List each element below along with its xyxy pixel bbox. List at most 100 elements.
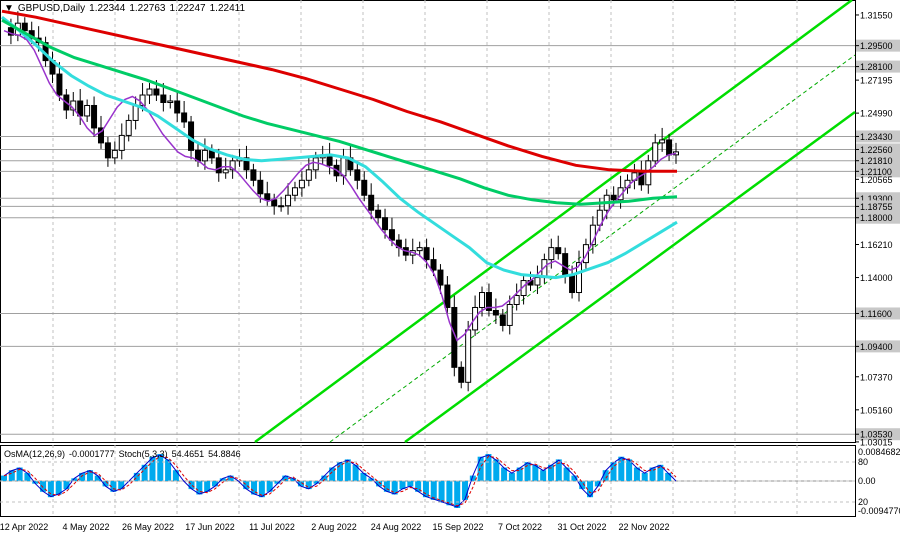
stoch-main-value: 54.4651 — [171, 449, 205, 459]
price-tick-label: 1.03530 — [860, 430, 893, 440]
candle-body — [285, 194, 292, 207]
candle-body — [562, 253, 569, 276]
osma-bar — [391, 481, 398, 495]
candle — [291, 181, 298, 202]
osma-bar — [587, 481, 594, 498]
candle-body — [56, 73, 63, 96]
osma-bar — [571, 475, 578, 481]
price-tick: 1.16210 — [855, 240, 893, 250]
candle — [181, 100, 188, 128]
candle-body — [659, 139, 666, 144]
price-tick: 1.03015 — [855, 437, 893, 447]
candle — [174, 92, 181, 122]
osma-bar — [641, 472, 648, 481]
candle-body — [465, 329, 472, 383]
price-tick-box — [856, 143, 900, 156]
candle-body — [423, 247, 430, 261]
candle — [451, 295, 458, 377]
price-tick: 1.21810 — [855, 154, 900, 167]
candle — [146, 83, 153, 104]
price-tick: 1.03530 — [855, 428, 900, 441]
low-value: 1.22247 — [169, 3, 206, 14]
osma-bar — [172, 470, 179, 481]
price-tick: 1.11600 — [855, 307, 900, 320]
osma-bar — [454, 481, 461, 508]
candle — [285, 183, 292, 215]
price-tick: 1.21100 — [855, 165, 900, 178]
ma-fast-line — [3, 30, 677, 342]
price-tick: 1.05160 — [855, 405, 893, 415]
date-tick-label: 12 Apr 2022 — [0, 522, 48, 532]
symbol-label: GBPUSD,Daily — [17, 3, 86, 14]
channel-upper-line — [254, 0, 853, 444]
candle — [56, 62, 63, 101]
candle — [222, 157, 229, 179]
osma-bar — [524, 462, 531, 481]
price-tick-label: 1.11600 — [860, 309, 892, 319]
candle-body — [506, 303, 513, 326]
candle-body — [7, 27, 14, 36]
osma-bar — [477, 456, 484, 481]
candle — [458, 361, 465, 389]
candle — [375, 204, 382, 224]
price-tick-label: 1.03015 — [860, 437, 893, 447]
candle — [430, 247, 437, 277]
candle — [298, 171, 305, 197]
candle — [250, 163, 257, 187]
candle — [118, 123, 125, 160]
price-tick-label: 1.31550 — [860, 10, 893, 20]
candle — [368, 183, 375, 220]
price-tick: 1.31550 — [855, 10, 893, 20]
candle-body — [617, 187, 624, 201]
candle-body — [298, 179, 305, 189]
osma-bar — [266, 481, 273, 492]
candle-body — [548, 247, 555, 261]
stoch-signal-line — [3, 455, 677, 507]
candle-body — [229, 160, 236, 171]
candle-body — [84, 104, 91, 117]
date-tick-label: 17 Jun 2022 — [185, 522, 235, 532]
candle-body — [458, 366, 465, 383]
price-tick: 1.14000 — [855, 273, 893, 283]
candle — [395, 234, 402, 257]
candle-body — [437, 269, 444, 286]
osma-bar — [305, 481, 312, 490]
price-tick-box — [856, 340, 900, 353]
osma-bar — [204, 481, 211, 492]
candle-body — [354, 169, 361, 181]
candle — [645, 154, 652, 194]
osma-bar — [196, 481, 203, 495]
osma-bar — [508, 472, 515, 481]
osma-bar — [493, 459, 500, 481]
candle — [555, 235, 562, 260]
candle-body — [160, 94, 167, 103]
osma-bar — [438, 481, 445, 503]
price-tick-label: 1.07370 — [860, 372, 893, 382]
date-tick-label: 11 Jul 2022 — [249, 522, 295, 532]
osma-bar — [321, 475, 328, 481]
osma-bar — [47, 481, 54, 498]
candle-body — [610, 194, 617, 201]
candle — [91, 96, 98, 137]
osma-bar — [532, 464, 539, 481]
candle — [132, 96, 139, 130]
osma-bar — [313, 481, 320, 484]
osma-bar — [102, 481, 109, 487]
price-tick-label: 1.05160 — [860, 405, 893, 415]
candle — [631, 163, 638, 190]
candle-body — [388, 229, 395, 241]
dropdown-triangle-icon[interactable]: ▼ — [4, 3, 14, 14]
candle-body — [382, 217, 389, 231]
osma-bar — [657, 464, 664, 481]
candle-body — [278, 205, 285, 208]
candle-body — [416, 247, 423, 252]
osma-bar — [633, 467, 640, 481]
candle-body — [479, 292, 486, 308]
candle — [659, 127, 666, 152]
candle — [444, 276, 451, 314]
candle — [652, 133, 659, 167]
price-tick-box — [856, 154, 900, 167]
candle — [84, 99, 91, 122]
